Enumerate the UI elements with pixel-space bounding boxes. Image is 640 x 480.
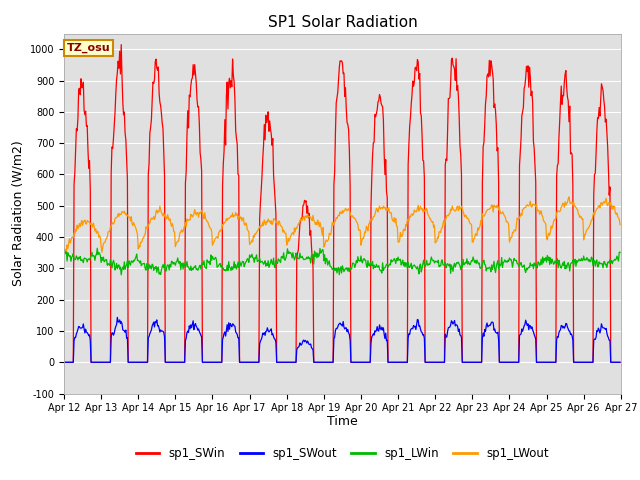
sp1_SWout	[410, 324, 418, 330]
sp1_LWin	[215, 263, 223, 268]
sp1_SWin	[70, 181, 78, 187]
sp1_LWout	[410, 207, 418, 213]
sp1_SWin	[60, 360, 68, 365]
sp1_LWout	[98, 250, 106, 255]
sp1_LWout	[616, 222, 624, 228]
sp1_LWout	[70, 230, 78, 236]
sp1_SWin	[128, 360, 136, 365]
sp1_LWout	[214, 235, 221, 241]
sp1_SWin	[410, 79, 418, 85]
sp1_LWout	[128, 221, 136, 227]
sp1_SWout	[214, 360, 221, 365]
sp1_LWin	[412, 264, 419, 269]
sp1_LWout	[565, 194, 573, 200]
Legend: sp1_SWin, sp1_SWout, sp1_LWin, sp1_LWout: sp1_SWin, sp1_SWout, sp1_LWin, sp1_LWout	[131, 443, 554, 465]
sp1_SWout	[70, 337, 78, 343]
sp1_SWin	[616, 360, 624, 365]
sp1_SWin	[214, 360, 221, 365]
sp1_LWin	[70, 256, 78, 262]
sp1_LWout	[60, 249, 68, 255]
Line: sp1_LWin: sp1_LWin	[64, 248, 620, 275]
Y-axis label: Solar Radiation (W/m2): Solar Radiation (W/m2)	[12, 141, 24, 287]
sp1_SWout	[113, 314, 121, 320]
sp1_LWin	[186, 266, 193, 272]
sp1_LWin	[129, 260, 137, 265]
sp1_SWin	[427, 360, 435, 365]
sp1_LWout	[185, 217, 193, 223]
X-axis label: Time: Time	[327, 415, 358, 428]
sp1_SWout	[128, 360, 136, 365]
sp1_SWin	[117, 42, 125, 48]
sp1_SWout	[185, 330, 193, 336]
sp1_LWout	[427, 216, 435, 222]
Line: sp1_SWin: sp1_SWin	[64, 45, 620, 362]
Title: SP1 Solar Radiation: SP1 Solar Radiation	[268, 15, 417, 30]
sp1_LWin	[428, 254, 435, 260]
sp1_SWin	[185, 125, 193, 131]
sp1_LWin	[616, 250, 624, 255]
sp1_LWin	[60, 249, 68, 255]
sp1_SWout	[60, 360, 68, 365]
sp1_SWout	[616, 360, 624, 365]
Text: TZ_osu: TZ_osu	[67, 43, 111, 53]
sp1_LWin	[93, 245, 101, 251]
sp1_LWin	[117, 272, 125, 278]
Line: sp1_SWout: sp1_SWout	[64, 317, 620, 362]
sp1_SWout	[427, 360, 435, 365]
Line: sp1_LWout: sp1_LWout	[64, 197, 620, 252]
